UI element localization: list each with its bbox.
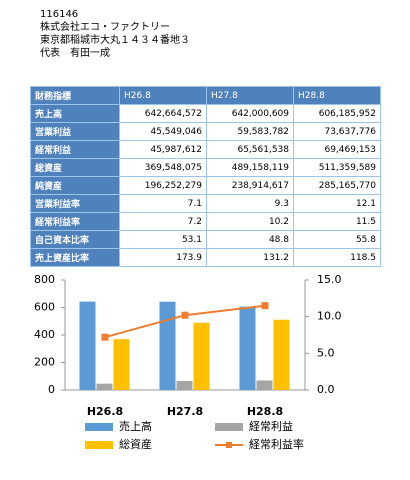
x-tick-label: H27.8 — [167, 405, 203, 418]
marker — [181, 311, 189, 319]
y2-tick-label: 5.0 — [317, 346, 335, 359]
x-tick-label: H26.8 — [87, 405, 123, 418]
bar — [113, 339, 130, 390]
table-row: 経常利益 45,987,612 65,561,538 69,469,153 — [30, 140, 381, 159]
cell: 238,914,617 — [206, 176, 294, 195]
table-row: 純資産 196,252,279 238,914,617 285,165,770 — [30, 176, 381, 195]
cell: 12.1 — [293, 194, 381, 213]
column-header: 財務指標 — [30, 86, 120, 105]
row-header: 売上高 — [30, 104, 120, 123]
legend-swatch — [85, 423, 113, 431]
cell: 69,469,153 — [293, 140, 381, 159]
header-row: 財務指標 H26.8 H27.8 H28.8 — [30, 86, 381, 105]
row-header: 経常利益 — [30, 140, 120, 159]
table-row: 総資産 369,548,075 489,158,119 511,359,589 — [30, 158, 381, 177]
row-header: 経常利益率 — [30, 212, 120, 231]
cell: 48.8 — [206, 230, 294, 249]
marker — [261, 302, 269, 310]
row-header: 自己資本比率 — [30, 230, 120, 249]
y2-tick-label: 15.0 — [317, 273, 342, 286]
cell: 489,158,119 — [206, 158, 294, 177]
cell: 10.2 — [206, 212, 294, 231]
bar — [176, 380, 193, 390]
y-tick-label: 600 — [34, 301, 55, 314]
row-header: 純資産 — [30, 176, 120, 195]
cell: 606,185,952 — [293, 104, 381, 123]
cell: 9.3 — [206, 194, 294, 213]
legend-label: 総資産 — [119, 437, 152, 451]
chart: 0 200 400 600 800 0.0 5.0 10.0 15.0 H26.8 H27.8 H28… — [34, 273, 342, 451]
cell: 642,000,609 — [206, 104, 294, 123]
row-header: 営業利益率 — [30, 194, 120, 213]
table-row: 自己資本比率 53.1 48.8 55.8 — [30, 230, 381, 249]
cell: 45,987,612 — [119, 140, 207, 159]
legend-label: 経常利益率 — [249, 437, 304, 451]
cell: 642,664,572 — [119, 104, 207, 123]
cell: 65,561,538 — [206, 140, 294, 159]
cell: 59,583,782 — [206, 122, 294, 141]
y-tick-label: 400 — [34, 328, 55, 341]
bar — [79, 301, 96, 390]
address: 東京都稲城市大丸１４３４番地３ — [40, 35, 190, 46]
legend-label: 売上高 — [119, 419, 152, 433]
cell: 7.2 — [119, 212, 207, 231]
table-row: 経常利益率 7.2 10.2 11.5 — [30, 212, 381, 231]
bar — [256, 380, 273, 390]
marker — [101, 333, 109, 341]
table-row: 売上資産比率 173.9 131.2 118.5 — [30, 248, 381, 267]
table-row: 営業利益 45,549,046 59,583,782 73,637,776 — [30, 122, 381, 141]
column-header: H28.8 — [293, 86, 381, 105]
representative: 代表 有田一成 — [40, 48, 110, 59]
legend-swatch — [226, 442, 232, 448]
bar — [96, 383, 113, 390]
bar — [159, 301, 176, 390]
y-tick-label: 800 — [34, 273, 55, 286]
bar — [273, 319, 290, 390]
cell: 11.5 — [293, 212, 381, 231]
x-tick-label: H28.8 — [247, 405, 283, 418]
y2-tick-label: 10.0 — [317, 310, 342, 323]
cell: 118.5 — [293, 248, 381, 267]
y2-tick-label: 0.0 — [317, 383, 335, 396]
column-header: H27.8 — [206, 86, 294, 105]
cell: 73,637,776 — [293, 122, 381, 141]
cell: 196,252,279 — [119, 176, 207, 195]
column-header: H26.8 — [119, 86, 207, 105]
cell: 55.8 — [293, 230, 381, 249]
cell: 369,548,075 — [119, 158, 207, 177]
cell: 131.2 — [206, 248, 294, 267]
legend-swatch — [215, 423, 243, 431]
row-header: 売上資産比率 — [30, 248, 120, 267]
y-tick-label: 200 — [34, 356, 55, 369]
cell: 173.9 — [119, 248, 207, 267]
row-header: 総資産 — [30, 158, 120, 177]
company: 株式会社エコ・ファクトリー — [40, 22, 170, 33]
bar — [239, 306, 256, 390]
bar — [193, 322, 210, 390]
cell: 285,165,770 — [293, 176, 381, 195]
cell: 45,549,046 — [119, 122, 207, 141]
table-row: 営業利益率 7.1 9.3 12.1 — [30, 194, 381, 213]
header: 116146 株式会社エコ・ファクトリー 東京都稲城市大丸１４３４番地３ 代表 … — [40, 8, 190, 60]
financial-table: 財務指標 H26.8 H27.8 H28.8 売上高 642,664,572 642,000… — [30, 86, 381, 267]
legend-swatch — [85, 441, 113, 449]
y-tick-label: 0 — [48, 383, 55, 396]
table-row: 売上高 642,664,572 642,000,609 606,185,952 — [30, 104, 381, 123]
cell: 511,359,589 — [293, 158, 381, 177]
legend-label: 経常利益 — [249, 419, 293, 433]
row-header: 営業利益 — [30, 122, 120, 141]
cell: 7.1 — [119, 194, 207, 213]
cell: 53.1 — [119, 230, 207, 249]
code: 116146 — [40, 9, 79, 20]
